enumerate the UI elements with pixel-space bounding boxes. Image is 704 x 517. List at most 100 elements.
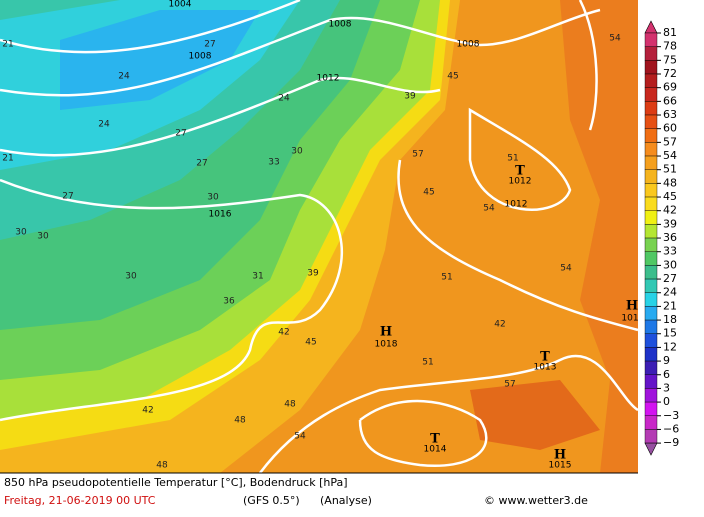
colorbar-label: 24 [663,286,677,299]
contour-label: 48 [156,461,168,471]
isobar-label: 1018 [375,340,398,350]
colorbar-swatch [644,101,658,116]
colorbar-swatch [644,73,658,88]
colorbar-label: 3 [663,381,670,394]
contour-label: 45 [447,72,458,82]
contour-label: 27 [204,40,215,50]
contour-label: 57 [412,150,423,160]
contour-label: 48 [234,416,246,426]
isobar-label: 1012 [505,200,528,210]
colorbar-label: 39 [663,217,677,230]
colorbar-label: 6 [663,368,670,381]
colorbar-swatch [644,333,658,348]
colorbar-label: −3 [663,409,679,422]
colorbar-label: 0 [663,395,670,408]
colorbar-swatch [644,374,658,389]
contour-label: 45 [305,338,316,348]
contour-label: 54 [294,432,306,442]
colorbar-label: 36 [663,231,677,244]
colorbar-label: 69 [663,81,677,94]
contour-label: 30 [37,232,49,242]
colorbar-swatch [644,347,658,362]
colorbar-label: 45 [663,190,677,203]
contour-label: 45 [423,188,434,198]
isobar-label: 1008 [329,20,352,30]
colorbar-label: −9 [663,436,679,449]
colorbar-cap [644,442,658,456]
colorbar-label: 60 [663,122,677,135]
colorbar-label: 12 [663,340,677,353]
contour-label: 30 [15,228,27,238]
colorbar-swatch [644,401,658,416]
pressure-center: T [515,164,525,179]
colorbar-label: 81 [663,26,677,39]
contour-label: 27 [175,129,186,139]
colorbar-label: 66 [663,94,677,107]
colorbar-swatch [644,224,658,239]
contour-label: 54 [483,204,495,214]
contour-label: 30 [291,147,303,157]
colorbar: 8178757269666360575451484542393633302724… [644,20,679,456]
contour-label: 24 [118,72,130,82]
colorbar-label: 51 [663,163,677,176]
contour-label: 24 [278,94,290,104]
colorbar-swatch [644,32,658,47]
contour-label: 51 [507,154,518,164]
colorbar-label: −6 [663,422,679,435]
colorbar-swatch [644,46,658,61]
isobar-label: 1012 [509,177,532,187]
colorbar-swatch [644,87,658,102]
contour-label: 39 [404,92,416,102]
pressure-center: H [626,299,638,314]
colorbar-label: 18 [663,313,677,326]
contour-label: 54 [560,264,572,274]
colorbar-swatch [644,429,658,444]
colorbar-swatch [644,128,658,143]
colorbar-label: 33 [663,245,677,258]
colorbar-swatch [644,319,658,334]
colorbar-label: 15 [663,327,677,340]
colorbar-label: 42 [663,204,677,217]
zone-60 [470,380,600,450]
colorbar-label: 9 [663,354,670,367]
colorbar-swatch [644,196,658,211]
colorbar-label: 72 [663,67,677,80]
colorbar-label: 57 [663,135,677,148]
contour-label: 51 [422,358,433,368]
contour-label: 27 [196,159,207,169]
colorbar-swatch [644,278,658,293]
colorbar-label: 30 [663,258,677,271]
isobar-label: 1008 [457,40,480,50]
colorbar-swatch [644,114,658,129]
colorbar-swatch [644,183,658,198]
footer-credit: © www.wetter3.de [484,494,588,507]
contour-label: 21 [2,40,13,50]
contour-label: 54 [609,34,621,44]
colorbar-label: 75 [663,53,677,66]
colorbar-swatch [644,388,658,403]
pressure-center: T [430,432,440,447]
zone-24 [60,10,260,110]
contour-label: 27 [62,192,73,202]
footer-title: 850 hPa pseudopotentielle Temperatur [°C… [4,476,348,489]
isobar-label: 1014 [424,445,447,455]
contour-label: 21 [2,154,13,164]
contour-label: 24 [98,120,110,130]
colorbar-label: 27 [663,272,677,285]
isobar-label: 1008 [189,52,212,62]
footer-model: (GFS 0.5°) [243,494,300,507]
isobar-label: 101 [621,314,638,324]
colorbar-label: 78 [663,40,677,53]
colorbar-label: 54 [663,149,677,162]
footer-date: Freitag, 21-06-2019 00 UTC [4,494,156,507]
contour-label: 36 [223,297,235,307]
colorbar-label: 63 [663,108,677,121]
isobar-label: 1012 [317,74,340,84]
colorbar-swatch [644,169,658,184]
contour-label: 48 [284,400,296,410]
zone-57 [560,0,638,473]
colorbar-swatch [644,155,658,170]
pressure-center: T [540,350,550,365]
contour-label: 57 [504,380,515,390]
map [0,0,639,474]
